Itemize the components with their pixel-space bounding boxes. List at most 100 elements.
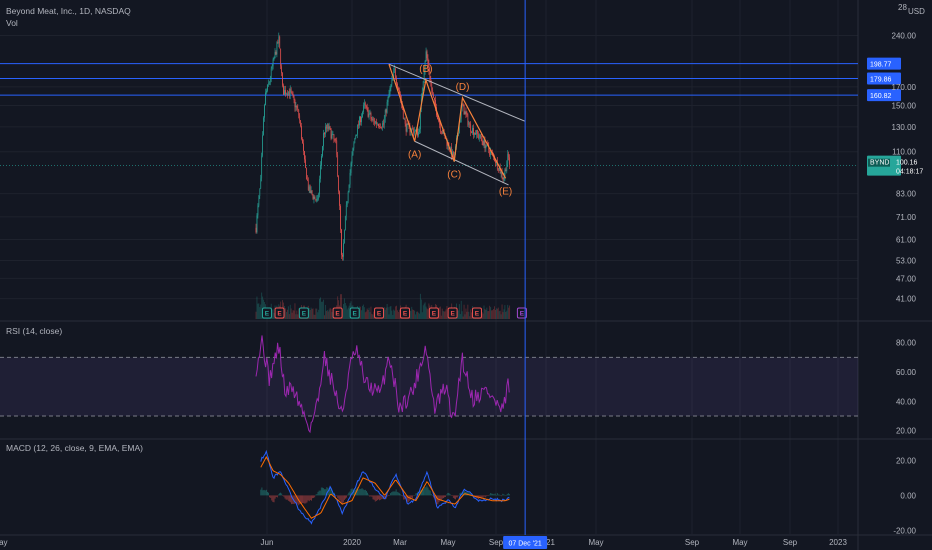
macd-histogram-bar — [260, 489, 262, 496]
volume-bar — [262, 296, 264, 319]
volume-bar — [327, 311, 329, 319]
candle-body — [308, 186, 310, 190]
macd-histogram-bar — [364, 489, 366, 496]
bar-countdown: 04:18:17 — [896, 169, 923, 176]
volume-bar — [261, 292, 263, 319]
channel-upper-line[interactable] — [388, 63, 526, 122]
wave-label: (E) — [499, 186, 512, 197]
candle-body — [484, 139, 486, 149]
macd-histogram-bar — [294, 495, 296, 504]
volume-bar — [502, 312, 504, 319]
macd-histogram-bar — [298, 495, 300, 505]
candle-body — [485, 146, 487, 149]
candle-body — [259, 188, 261, 196]
candle-body — [482, 141, 484, 146]
macd-histogram-bar — [456, 495, 458, 498]
candle-body — [415, 129, 416, 132]
symbol-tag — [868, 158, 890, 167]
candle-body — [441, 132, 443, 134]
candle-body — [383, 118, 385, 125]
macd-histogram-bar — [378, 495, 379, 500]
candle-body — [285, 90, 286, 95]
candle-body — [402, 109, 404, 119]
candle-body — [268, 83, 269, 85]
volume-bar — [371, 313, 373, 319]
macd-histogram-bar — [505, 495, 507, 496]
volume-bar — [323, 299, 324, 319]
candle-body — [363, 102, 365, 106]
macd-histogram-bar — [449, 493, 451, 496]
earnings-marker — [274, 307, 285, 319]
candle-body — [322, 146, 323, 157]
candle-body — [429, 71, 431, 79]
candle-body — [483, 139, 485, 146]
rsi-tick-label: 80.00 — [896, 339, 917, 348]
macd-histogram-bar — [454, 495, 455, 499]
candle-body — [477, 133, 479, 138]
earnings-marker-label: E — [302, 311, 307, 318]
candle-body — [431, 82, 433, 91]
macd-histogram-bar — [390, 493, 392, 496]
candle-body — [272, 59, 274, 67]
candle-body — [335, 140, 337, 141]
time-tick-label: May — [440, 538, 455, 547]
candle-body — [498, 167, 500, 171]
candle-body — [341, 229, 342, 255]
last-price-value: 100.16 — [896, 160, 918, 167]
macd-histogram-bar — [346, 495, 348, 498]
volume-bar — [463, 304, 465, 319]
volume-bar — [346, 309, 348, 319]
candle-body — [365, 105, 367, 107]
candle-body — [274, 52, 276, 59]
macd-histogram-bar — [312, 495, 313, 499]
candle-body — [295, 105, 297, 108]
elliott-wave-path[interactable] — [388, 63, 507, 179]
volume-bar — [331, 311, 333, 319]
volume-bar — [388, 314, 390, 319]
candle-body — [414, 131, 415, 134]
volume-bar — [504, 305, 506, 319]
candle-body — [323, 133, 324, 147]
candle-body — [439, 120, 440, 125]
macd-histogram-bar — [447, 492, 449, 496]
elliott-wave-drawing[interactable]: (A) (B) (C) (D) (E) — [388, 63, 526, 197]
candle-body — [504, 169, 506, 177]
macd-histogram-bar — [270, 495, 272, 498]
volume-bar — [490, 307, 492, 319]
macd-histogram-bar — [405, 495, 407, 500]
macd-histogram-bar — [393, 491, 395, 496]
channel-lower-line[interactable] — [414, 140, 509, 186]
candle-body — [386, 102, 388, 113]
candle-body — [492, 151, 493, 154]
candle-body — [437, 115, 438, 120]
volume-bar — [345, 305, 347, 319]
earnings-marker — [374, 307, 385, 319]
candle-body — [463, 104, 465, 115]
candle-body — [296, 105, 298, 109]
macd-histogram-bar — [402, 495, 404, 497]
candle-body — [344, 230, 345, 244]
candle-body — [325, 126, 326, 135]
candle-body — [480, 134, 482, 139]
candle-body — [412, 128, 414, 130]
volume-bar — [422, 305, 424, 319]
volume-bar — [509, 305, 511, 319]
currency-label: USD — [908, 7, 925, 16]
volume-bar — [324, 315, 325, 319]
volume-bar — [340, 294, 341, 319]
macd-histogram-bar — [311, 495, 312, 501]
candle-body — [406, 123, 408, 132]
candle-body — [499, 167, 501, 174]
macd-histogram-bar — [386, 495, 388, 497]
candle-body — [364, 102, 366, 106]
volume-bar — [508, 307, 510, 319]
candle-body — [479, 134, 481, 138]
volume-bar — [285, 308, 286, 319]
macd-histogram-bar — [483, 495, 485, 497]
candle-body — [298, 109, 300, 116]
candle-body — [503, 176, 505, 180]
volume-bar — [498, 311, 500, 319]
macd-histogram-bar — [342, 495, 344, 503]
volume-bar — [361, 310, 362, 319]
